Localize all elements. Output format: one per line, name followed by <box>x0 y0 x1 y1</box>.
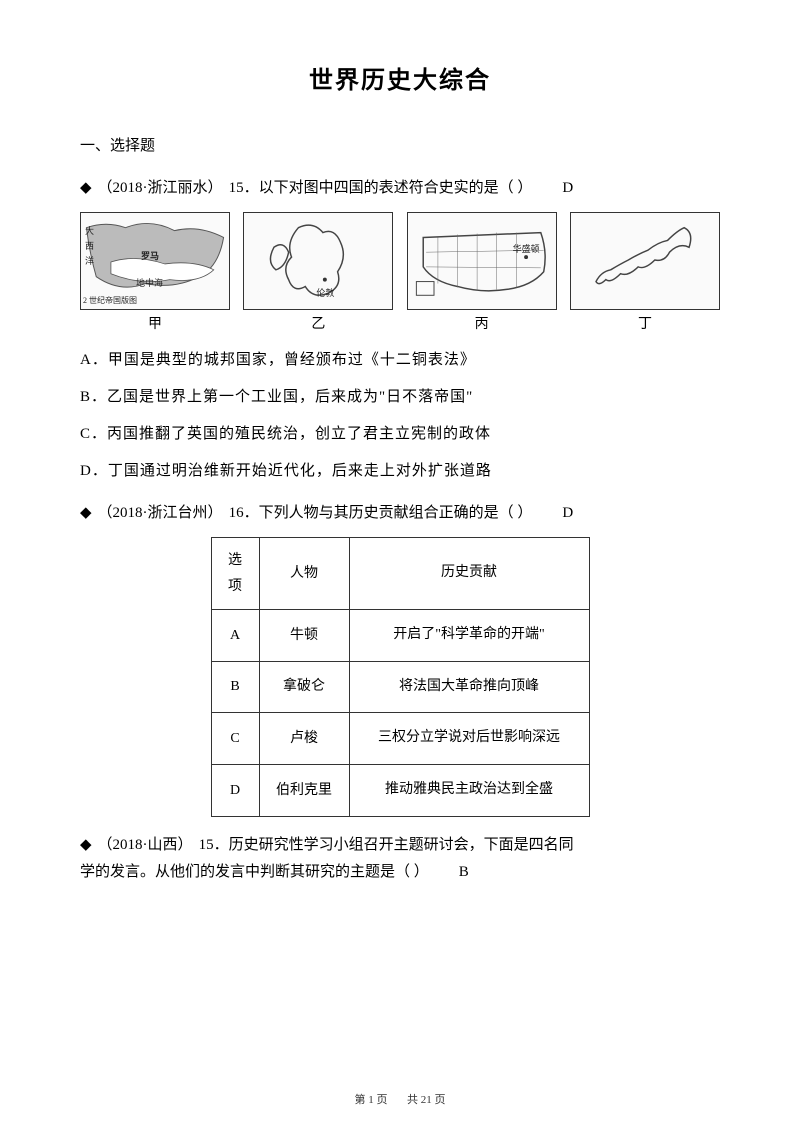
label-london: 伦敦 <box>316 285 334 301</box>
cell-person: 卢梭 <box>259 713 349 765</box>
q1-text: 15．以下对图中四国的表述符合史实的是（ ） <box>229 175 533 202</box>
map-c-caption: 丙 <box>475 312 489 337</box>
q1-source-loc: 浙江丽水） <box>148 175 223 202</box>
label-med: 地中海 <box>136 275 163 291</box>
cell-contrib: 三权分立学说对后世影响深远 <box>349 713 589 765</box>
question-3: ◆ （2018· 山西） 15．历史研究性学习小组召开主题研讨会，下面是四名同 … <box>80 832 720 886</box>
map-a: 大 西 洋 罗马 地中海 2 世纪帝国版图 <box>80 212 230 310</box>
q2-text: 16．下列人物与其历史贡献组合正确的是（ ） <box>229 500 533 527</box>
q2-answer: D <box>562 500 573 527</box>
q3-answer: B <box>459 859 469 886</box>
question-2: ◆ （2018· 浙江台州） 16．下列人物与其历史贡献组合正确的是（ ） D … <box>80 500 720 817</box>
map-d-caption: 丁 <box>638 312 652 337</box>
label-atlantic-3: 洋 <box>85 253 94 269</box>
question-1: ◆ （2018· 浙江丽水） 15．以下对图中四国的表述符合史实的是（ ） D … <box>80 175 720 485</box>
q3-source-prefix: （2018· <box>98 832 148 859</box>
map-b: 伦敦 <box>243 212 393 310</box>
maps-row: 大 西 洋 罗马 地中海 2 世纪帝国版图 甲 伦敦 乙 <box>80 212 720 337</box>
footer-total: 共 21 页 <box>407 1094 446 1106</box>
label-atlantic-2: 西 <box>85 238 94 254</box>
map-c: 华盛顿 <box>407 212 557 310</box>
label-empire: 2 世纪帝国版图 <box>83 294 137 308</box>
cell-opt: C <box>211 713 259 765</box>
cell-opt: A <box>211 609 259 661</box>
section-header: 一、选择题 <box>80 133 720 160</box>
table-row: A 牛顿 开启了"科学革命的开端" <box>211 609 589 661</box>
page-title: 世界历史大综合 <box>80 60 720 103</box>
cell-opt: B <box>211 661 259 713</box>
q3-text-line1: 15．历史研究性学习小组召开主题研讨会，下面是四名同 <box>199 832 574 859</box>
map-b-caption: 乙 <box>311 312 325 337</box>
q3-text-line2: 学的发言。从他们的发言中判断其研究的主题是（ ） <box>80 859 429 886</box>
bullet-icon: ◆ <box>80 175 92 202</box>
th-option: 选项 <box>211 538 259 609</box>
q1-option-a: A．甲国是典型的城邦国家，曾经颁布过《十二铜表法》 <box>80 347 720 374</box>
table-row: 选项 人物 历史贡献 <box>211 538 589 609</box>
page-footer: 第 1 页 共 21 页 <box>0 1091 800 1111</box>
q2-source-loc: 浙江台州） <box>148 500 223 527</box>
q2-source-prefix: （2018· <box>98 500 148 527</box>
label-rome: 罗马 <box>141 248 159 264</box>
q1-option-c: C．丙国推翻了英国的殖民统治，创立了君主立宪制的政体 <box>80 421 720 448</box>
cell-contrib: 开启了"科学革命的开端" <box>349 609 589 661</box>
footer-page: 第 1 页 <box>355 1094 388 1106</box>
q1-answer: D <box>562 175 573 202</box>
th-contribution: 历史贡献 <box>349 538 589 609</box>
th-person: 人物 <box>259 538 349 609</box>
label-atlantic-1: 大 <box>85 223 94 239</box>
q1-option-d: D．丁国通过明治维新开始近代化，后来走上对外扩张道路 <box>80 458 720 485</box>
label-washington: 华盛顿 <box>513 241 540 257</box>
cell-contrib: 将法国大革命推向顶峰 <box>349 661 589 713</box>
map-d <box>570 212 720 310</box>
cell-person: 牛顿 <box>259 609 349 661</box>
q3-source-loc: 山西） <box>148 832 193 859</box>
bullet-icon: ◆ <box>80 500 92 527</box>
cell-person: 拿破仑 <box>259 661 349 713</box>
cell-opt: D <box>211 765 259 817</box>
table-row: C 卢梭 三权分立学说对后世影响深远 <box>211 713 589 765</box>
q1-option-b: B．乙国是世界上第一个工业国，后来成为"日不落帝国" <box>80 384 720 411</box>
q2-table: 选项 人物 历史贡献 A 牛顿 开启了"科学革命的开端" B 拿破仑 将法国大革… <box>211 537 590 817</box>
table-row: B 拿破仑 将法国大革命推向顶峰 <box>211 661 589 713</box>
table-row: D 伯利克里 推动雅典民主政治达到全盛 <box>211 765 589 817</box>
cell-person: 伯利克里 <box>259 765 349 817</box>
q1-source-prefix: （2018· <box>98 175 148 202</box>
map-a-caption: 甲 <box>148 312 162 337</box>
cell-contrib: 推动雅典民主政治达到全盛 <box>349 765 589 817</box>
bullet-icon: ◆ <box>80 832 92 859</box>
